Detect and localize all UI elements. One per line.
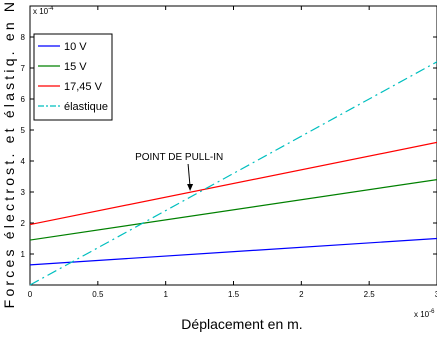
series-layer — [29, 61, 437, 286]
y-tick-label: 2 — [21, 219, 26, 228]
series-line — [29, 179, 437, 241]
x-tick-label: 0.5 — [92, 290, 104, 299]
legend-label: 10 V — [64, 41, 87, 53]
y-tick-label: 1 — [21, 250, 26, 259]
annotation-arrowhead — [187, 184, 194, 191]
legend-label: 15 V — [64, 61, 87, 73]
x-exponent: x 10-6 — [414, 309, 435, 319]
legend-label: élastique — [64, 101, 108, 113]
series-line — [29, 237, 437, 266]
y-tick-label: 8 — [21, 33, 26, 42]
x-tick-label: 2.5 — [364, 290, 376, 299]
annotation-arrow — [187, 163, 191, 188]
series-line — [29, 61, 437, 286]
x-tick-label: 0 — [28, 290, 33, 299]
legend: 10 V 15 V 17,45 V élastique — [33, 33, 113, 121]
x-tick-label: 1 — [163, 290, 168, 299]
y-tick-label: 5 — [21, 126, 26, 135]
x-axis-label: Déplacement en m. — [181, 316, 302, 332]
x-tick-label: 3 — [435, 290, 437, 299]
legend-label: 17,45 V — [64, 81, 103, 93]
x-tick-label: 1.5 — [228, 290, 240, 299]
annotation-label: POINT DE PULL-IN — [135, 152, 223, 163]
annotations: POINT DE PULL-IN — [135, 152, 223, 191]
series-line — [29, 141, 437, 226]
y-tick-label: 4 — [21, 157, 26, 166]
ticks-layer: 0 0.5 1 1.5 2 2.5 3 1 2 3 4 5 6 7 8 — [21, 6, 437, 299]
y-tick-label: 6 — [21, 95, 26, 104]
y-axis-label: Forces électrost. et élastiq. en N. — [1, 0, 17, 308]
x-tick-label: 2 — [299, 290, 304, 299]
y-tick-label: 3 — [21, 188, 26, 197]
y-tick-label: 7 — [21, 64, 26, 73]
y-exponent: x 10-4 — [33, 6, 54, 16]
